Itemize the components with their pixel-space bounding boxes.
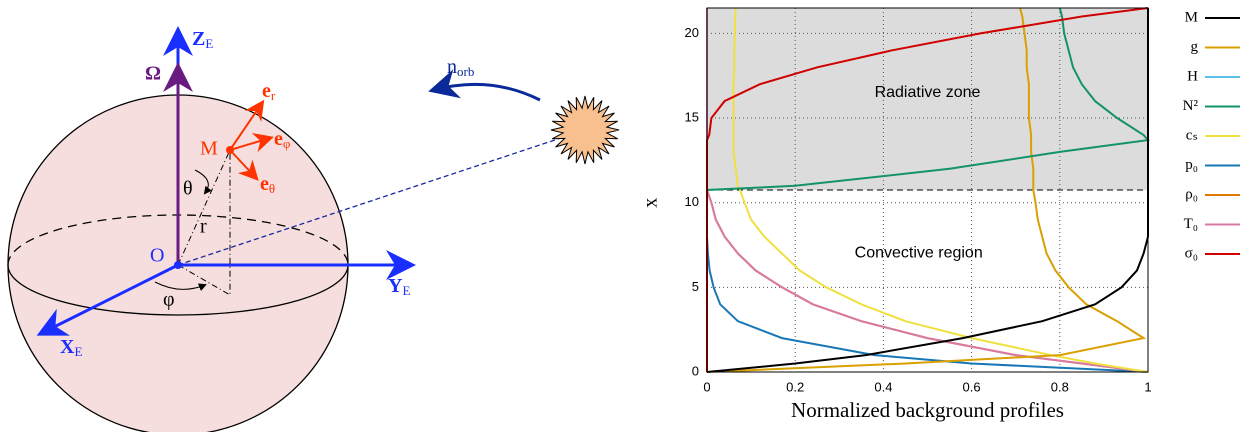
label: M [200,138,218,160]
projection [177,149,231,296]
annotation: Convective region [855,245,983,262]
e-r [229,99,265,151]
label: ZE [192,28,213,51]
y-tick-label: 15 [685,109,699,124]
theta-arc [194,169,212,195]
x-tick-label: 0.2 [786,379,804,394]
y-tick-label: 0 [692,363,699,378]
legend-label: H [1187,68,1198,84]
label: φ [163,289,175,311]
x-tick-label: 1 [1144,379,1151,394]
legend-label: σ₀ [1185,245,1198,261]
x-tick-label: 0.4 [874,379,892,394]
label: Ω [145,63,161,85]
label: er [262,80,276,103]
label: YE [388,275,410,298]
y-tick-label: 10 [685,194,699,209]
point-m [226,146,234,154]
legend-label: g [1191,39,1199,55]
x-axis-title: Normalized background profiles [791,398,1064,422]
label: eθ [260,173,275,196]
orbit-arrow [428,69,541,102]
legend-label: T₀ [1184,216,1198,232]
label: θ [183,178,193,200]
e-phi [229,133,274,153]
x-axis [36,263,179,336]
equator [7,264,349,316]
phi-arc [154,281,207,291]
plot-frame [706,7,1149,373]
label: norb [447,56,474,79]
point-o [174,261,182,269]
legend-label: p₀ [1185,157,1198,173]
label: eφ [274,128,290,151]
e-theta [229,149,259,181]
legend-label: N² [1183,98,1199,114]
series-line [706,7,1147,373]
label: O [150,245,164,267]
x-tick-label: 0 [703,379,710,394]
label: r [200,216,207,238]
annotation: Radiative zone [875,84,981,101]
sun [550,95,620,165]
legend-label: cₛ [1186,127,1198,143]
legend-label: M [1185,9,1198,25]
diagram: ZE Ω M er eφ eθ θ r O φ YE XE norb [7,26,620,436]
radiative-zone [707,8,1148,190]
x-tick-label: 0.6 [963,379,981,394]
legend-label: ρ₀ [1185,186,1198,202]
label: XE [60,336,82,359]
y-tick-label: 20 [685,25,699,40]
y-tick-label: 5 [692,279,699,294]
x-tick-label: 0.8 [1051,379,1069,394]
y-axis-title: x [640,198,662,208]
